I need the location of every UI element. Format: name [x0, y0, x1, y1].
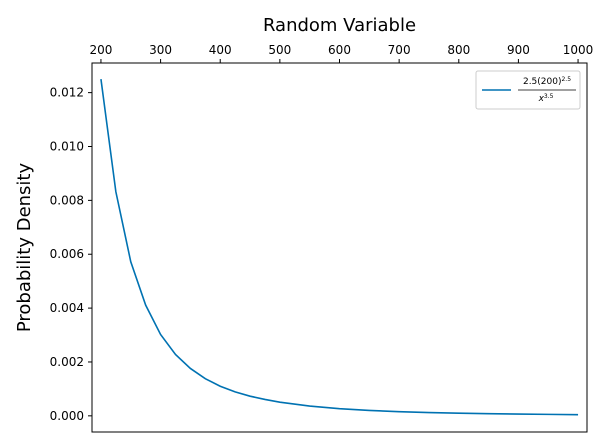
y-tick-label: 0.004: [50, 301, 84, 315]
x-axis-title: Random Variable: [263, 15, 416, 36]
y-tick-label: 0.000: [50, 409, 84, 423]
x-axis: 200 300 400 500 600 700 800 900 1000: [89, 43, 593, 63]
y-tick-label: 0.010: [50, 139, 84, 153]
legend-num-exp: 2.5: [561, 76, 571, 83]
legend-den-base: x: [538, 94, 545, 104]
x-tick-label: 700: [388, 43, 411, 57]
x-tick-label: 1000: [563, 43, 594, 57]
y-tick-label: 0.008: [50, 193, 84, 207]
legend: 2.5(200)2.5 x3.5: [475, 70, 581, 110]
x-tick-label: 200: [89, 43, 112, 57]
y-tick-label: 0.012: [50, 86, 84, 100]
legend-numerator: 2.5(200)2.5: [523, 76, 571, 87]
series-line: [100, 79, 579, 416]
y-axis-title: Probability Density: [14, 163, 35, 333]
x-tick-label: 300: [149, 43, 172, 57]
y-tick-label: 0.002: [50, 355, 84, 369]
legend-num-base: 2.5(200): [523, 77, 562, 87]
y-tick-label: 0.006: [50, 247, 84, 261]
y-axis: 0.000 0.002 0.004 0.006 0.008 0.010 0.012: [50, 86, 92, 423]
x-tick-label: 400: [209, 43, 232, 57]
x-tick-label: 500: [268, 43, 291, 57]
x-tick-label: 900: [507, 43, 530, 57]
x-tick-label: 800: [447, 43, 470, 57]
plot-area: [91, 62, 588, 433]
legend-den-exp: 3.5: [544, 93, 554, 100]
legend-denominator: x3.5: [538, 93, 554, 104]
x-tick-label: 600: [328, 43, 351, 57]
